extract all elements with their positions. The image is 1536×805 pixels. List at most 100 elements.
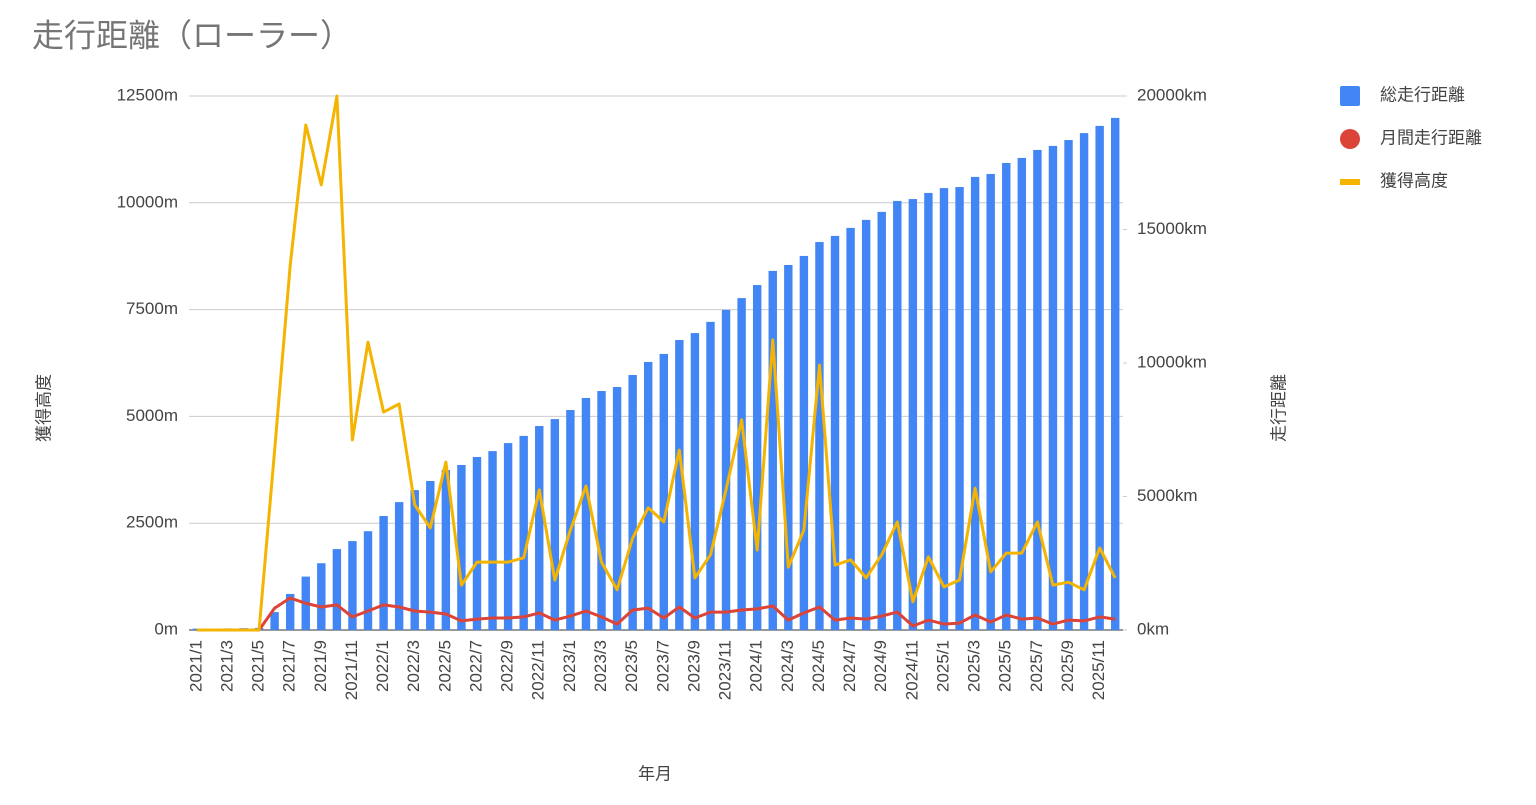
bar (457, 464, 466, 630)
y-tick-label: 12500m (117, 85, 178, 104)
bar (285, 593, 295, 630)
x-tick-label: 2025/5 (996, 640, 1015, 692)
bar (893, 200, 902, 630)
bar (675, 340, 684, 630)
x-tick-label: 2025/11 (1089, 640, 1108, 700)
y2-tick-label: 20000km (1137, 85, 1207, 104)
x-tick-label: 2023/5 (622, 640, 641, 692)
bar (1095, 125, 1104, 631)
y2-tick-label: 10000km (1137, 352, 1207, 371)
legend-swatch (1340, 179, 1360, 185)
x-tick-label: 2024/7 (840, 640, 859, 692)
y-tick-label: 5000m (126, 406, 178, 425)
x-tick-label: 2024/9 (871, 640, 890, 692)
y-axis-title: 獲得高度 (34, 374, 53, 442)
bar (1033, 149, 1042, 630)
x-tick-label: 2025/3 (965, 640, 984, 692)
bar (332, 549, 342, 630)
bar (846, 227, 855, 630)
x-tick-label: 2024/3 (778, 640, 797, 692)
bar (939, 188, 949, 631)
bar (721, 309, 731, 630)
bar (752, 285, 762, 630)
bar (1017, 157, 1027, 630)
x-tick-label: 2022/5 (435, 640, 454, 692)
y-tick-label: 0m (154, 619, 178, 638)
legend-label: 月間走行距離 (1380, 128, 1482, 147)
bar (768, 270, 777, 630)
x-tick-label: 2021/1 (186, 640, 205, 692)
x-tick-label: 2021/5 (249, 640, 268, 692)
x-tick-label: 2021/11 (342, 640, 361, 700)
bar (970, 176, 980, 630)
bar (472, 456, 482, 630)
line (196, 94, 1117, 632)
y2-tick-label: 5000km (1137, 486, 1197, 505)
bar (799, 255, 809, 631)
bar (566, 409, 575, 630)
x-tick-label: 2025/7 (1027, 640, 1046, 692)
y-tick-label: 2500m (126, 513, 178, 532)
bar (644, 361, 653, 630)
x-tick-label: 2024/5 (809, 640, 828, 692)
x-tick-label: 2022/11 (529, 640, 548, 700)
bar (488, 451, 497, 630)
y2-axis-title: 走行距離 (1269, 374, 1288, 442)
bar (192, 628, 201, 630)
x-tick-label: 2022/9 (498, 640, 517, 692)
bar (410, 490, 419, 630)
x-tick-label: 2023/3 (591, 640, 610, 692)
bar (1079, 133, 1089, 630)
bar (317, 563, 326, 630)
x-tick-label: 2022/7 (466, 640, 485, 692)
x-tick-label: 2024/11 (902, 640, 921, 700)
bar (363, 531, 373, 630)
bar (1048, 145, 1058, 630)
x-tick-label: 2021/9 (311, 640, 330, 692)
bar (1064, 140, 1073, 630)
bar (830, 235, 840, 630)
bar (1111, 117, 1120, 631)
bar (737, 298, 746, 630)
x-tick-label: 2025/1 (933, 640, 952, 692)
y-tick-label: 7500m (126, 299, 178, 318)
bar (659, 353, 668, 630)
legend-swatch (1340, 129, 1360, 149)
y-tick-label: 10000m (117, 192, 178, 211)
x-tick-label: 2021/3 (217, 640, 236, 692)
bar (426, 481, 435, 630)
x-tick-label: 2024/1 (747, 640, 766, 692)
x-tick-label: 2022/1 (373, 640, 392, 692)
bar (955, 187, 964, 630)
bar (519, 435, 528, 630)
legend-label: 総走行距離 (1380, 85, 1465, 104)
x-tick-label: 2023/11 (716, 640, 735, 700)
legend-swatch (1340, 86, 1360, 106)
bar (815, 242, 824, 630)
bar (924, 192, 933, 630)
bar (612, 387, 622, 630)
bar (986, 173, 995, 631)
bar (908, 199, 918, 630)
x-tick-label: 2023/7 (653, 640, 672, 692)
bar (348, 541, 357, 630)
bar (394, 502, 404, 630)
bar (581, 397, 591, 630)
x-tick-label: 2023/9 (684, 640, 703, 692)
bar (628, 375, 637, 630)
bar (690, 333, 700, 630)
x-tick-label: 2021/7 (280, 640, 299, 692)
y2-tick-label: 0km (1137, 619, 1169, 638)
bar (441, 470, 451, 630)
bar (861, 219, 871, 630)
bar (784, 265, 793, 630)
bar (503, 443, 513, 630)
bar (379, 515, 388, 630)
y2-tick-label: 15000km (1137, 219, 1207, 238)
legend-label: 獲得高度 (1380, 171, 1448, 190)
x-tick-label: 2025/9 (1058, 640, 1077, 692)
bar (706, 321, 715, 630)
bar (535, 426, 544, 630)
bar (1002, 163, 1011, 630)
